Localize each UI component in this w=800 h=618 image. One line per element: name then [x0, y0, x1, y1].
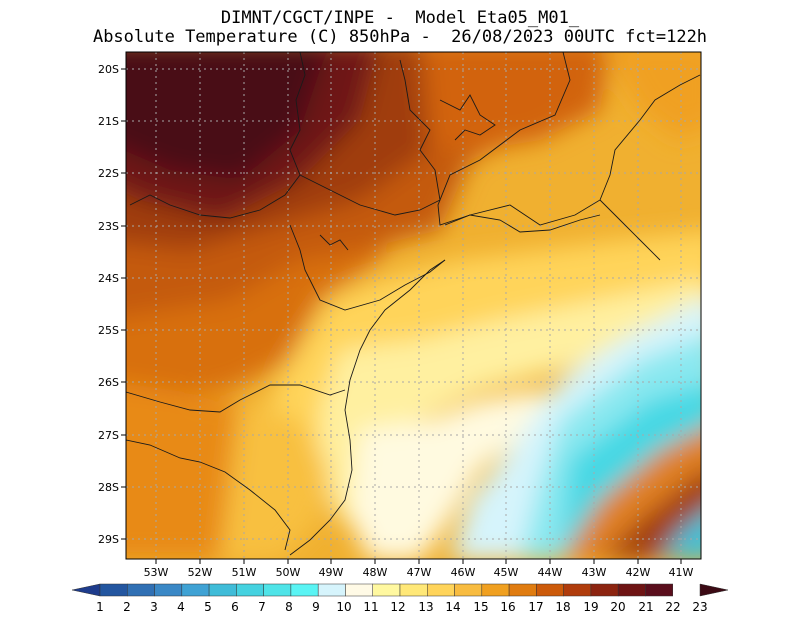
colorbar-label: 12 — [390, 600, 405, 614]
colorbar-label: 6 — [231, 600, 239, 614]
lon-label: 44W — [538, 566, 563, 579]
lon-label: 53W — [144, 566, 169, 579]
boundaries — [126, 52, 701, 556]
colorbar-label: 21 — [638, 600, 653, 614]
colorbar-label: 5 — [204, 600, 212, 614]
lon-label: 52W — [188, 566, 213, 579]
colorbar-label: 1 — [96, 600, 104, 614]
colorbar-segment — [99, 583, 128, 597]
colorbar-segment — [71, 583, 101, 597]
colorbar-label: 7 — [258, 600, 266, 614]
colorbar-segment — [127, 583, 155, 597]
colorbar-label: 13 — [418, 600, 433, 614]
title-line-1: DIMNT/CGCT/INPE - Model Eta05_M01_ — [220, 8, 580, 28]
title-line-2: Absolute Temperature (C) 850hPa - 26/08/… — [92, 27, 708, 47]
lat-label: 25S — [98, 324, 119, 337]
lat-label: 20S — [98, 63, 119, 76]
colorbar-segment — [154, 583, 183, 597]
plot-frame — [125, 51, 702, 560]
colorbar-segment — [181, 583, 210, 597]
colorbar-segment — [536, 583, 564, 597]
colorbar-segment — [317, 583, 346, 597]
lat-label: 22S — [98, 167, 119, 180]
lon-label: 45W — [494, 566, 519, 579]
colorbar-label: 20 — [610, 600, 625, 614]
colorbar-segment — [372, 583, 401, 597]
lon-label: 51W — [232, 566, 257, 579]
lat-label: 27S — [98, 429, 119, 442]
lon-label: 41W — [669, 566, 694, 579]
colorbar-label: 16 — [500, 600, 515, 614]
colorbar-label: 15 — [473, 600, 488, 614]
lon-label: 47W — [407, 566, 432, 579]
colorbar-segment — [263, 583, 292, 597]
colorbar-segment — [699, 583, 729, 597]
colorbar-label: 11 — [363, 600, 378, 614]
lon-label: 42W — [626, 566, 651, 579]
lat-label: 24S — [98, 272, 119, 285]
axis-ticks — [121, 68, 682, 564]
lat-label: 21S — [98, 115, 119, 128]
colorbar-label: 2 — [123, 600, 131, 614]
lat-label: 23S — [98, 220, 119, 233]
lon-label: 49W — [319, 566, 344, 579]
colorbar-label: 4 — [177, 600, 185, 614]
colorbar-label: 19 — [583, 600, 598, 614]
lon-label: 46W — [451, 566, 476, 579]
colorbar-segment — [399, 583, 428, 597]
colorbar-label: 17 — [528, 600, 543, 614]
colorbar-label: 8 — [285, 600, 293, 614]
colorbar-label: 18 — [555, 600, 570, 614]
lon-label: 50W — [276, 566, 301, 579]
colorbar-segment — [290, 583, 319, 597]
latitude-labels: 20S 21S 22S 23S 24S 25S 26S 27S 28S 29S — [98, 63, 119, 546]
lat-label: 26S — [98, 376, 119, 389]
longitude-labels: 53W 52W 51W 50W 49W 48W 47W 46W 45W 44W … — [144, 566, 694, 579]
colorbar-segment — [563, 583, 592, 597]
lon-label: 48W — [363, 566, 388, 579]
temperature-field — [126, 52, 701, 559]
colorbar-segment — [481, 583, 510, 597]
graticule — [126, 52, 701, 559]
colorbar-segment — [617, 583, 646, 597]
colorbar-segment — [236, 583, 264, 597]
colorbar-label: 23 — [692, 600, 707, 614]
lat-label: 28S — [98, 481, 119, 494]
colorbar-segment — [208, 583, 237, 597]
lon-label: 43W — [582, 566, 607, 579]
colorbar-label: 22 — [665, 600, 680, 614]
colorbar-segment — [454, 583, 483, 597]
colorbar-label: 3 — [150, 600, 158, 614]
colorbar-segment — [590, 583, 619, 597]
lat-label: 29S — [98, 533, 119, 546]
colorbar-label: 10 — [336, 600, 351, 614]
colorbar — [71, 583, 729, 597]
colorbar-segment — [427, 583, 455, 597]
colorbar-label: 14 — [445, 600, 460, 614]
colorbar-label: 9 — [312, 600, 320, 614]
colorbar-segment — [345, 583, 373, 597]
colorbar-segment — [508, 583, 537, 597]
colorbar-labels: 1 2 3 4 5 6 7 8 9 10 11 12 13 14 15 16 1… — [96, 600, 707, 614]
colorbar-segment — [645, 583, 673, 597]
